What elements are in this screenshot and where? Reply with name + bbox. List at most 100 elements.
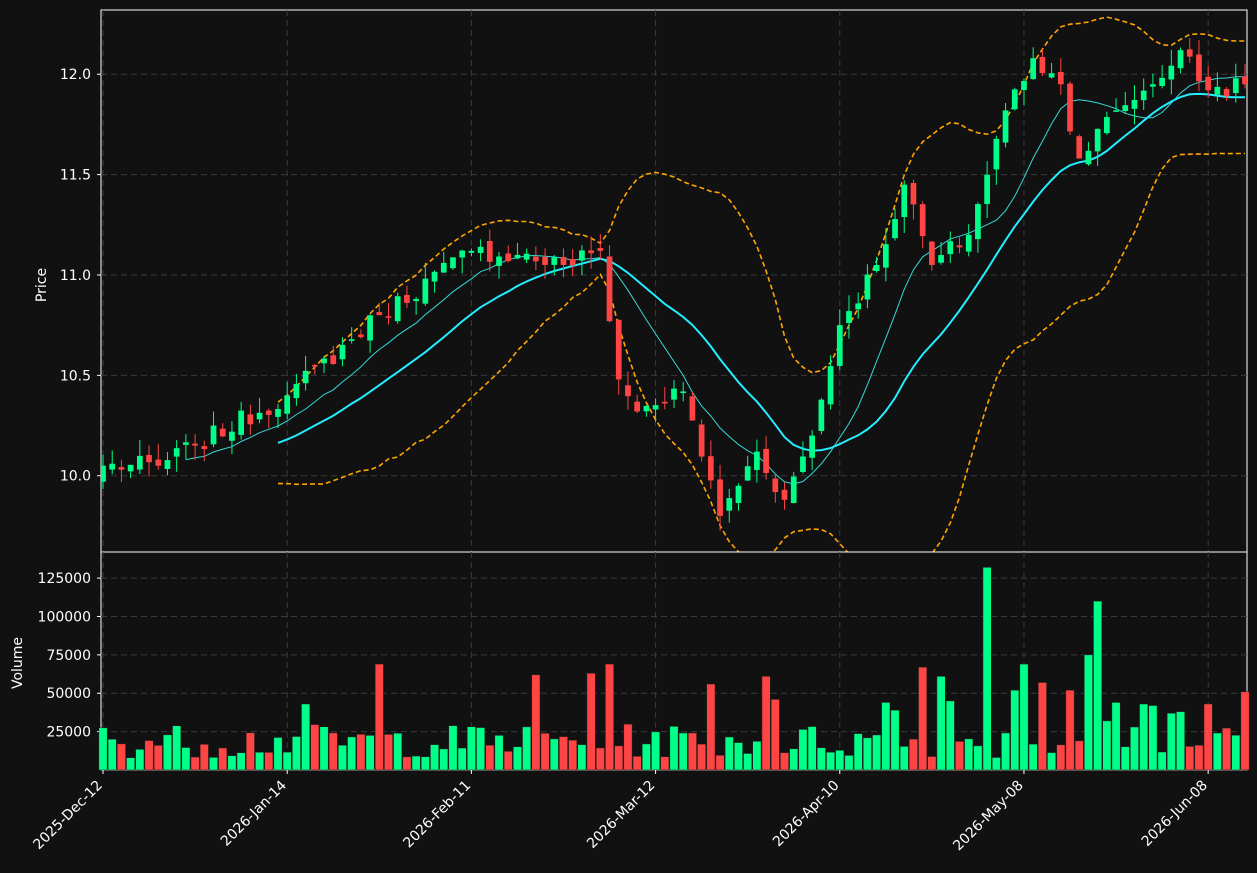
price-tick-label: 12.0 xyxy=(60,67,91,83)
candle-body xyxy=(1168,65,1175,80)
volume-bar xyxy=(190,756,200,771)
price-tick-label: 10.5 xyxy=(60,368,91,384)
candle-body xyxy=(422,278,429,304)
volume-bar xyxy=(384,734,393,771)
candle-body xyxy=(514,254,521,259)
volume-bar xyxy=(420,756,430,771)
candle-body xyxy=(1232,78,1239,94)
volume-bar xyxy=(651,731,660,771)
candle-body xyxy=(560,256,567,265)
candle-body xyxy=(1196,54,1202,82)
volume-bar xyxy=(1019,663,1029,771)
candle-body xyxy=(965,234,972,252)
candle-body xyxy=(929,241,935,265)
volume-bar xyxy=(872,734,882,771)
candle-body xyxy=(101,465,106,482)
volume-bar xyxy=(697,743,707,771)
candle-body xyxy=(210,425,217,445)
ma-long-line xyxy=(277,92,1245,452)
candle-body xyxy=(910,183,917,205)
x-tick-label: 2026-Apr-10 xyxy=(770,778,843,851)
candle-body xyxy=(625,385,631,397)
volume-bar xyxy=(1212,732,1222,771)
x-tick-label: 2026-May-08 xyxy=(950,778,1027,855)
volume-bar xyxy=(430,744,439,771)
candle-body xyxy=(809,435,816,458)
candle-body xyxy=(1039,56,1046,74)
candle-body xyxy=(136,455,143,470)
candle-body xyxy=(818,399,825,431)
volume-bar xyxy=(1203,703,1213,771)
candle-body xyxy=(744,466,751,481)
volume-bar xyxy=(853,733,863,771)
candle-body xyxy=(1186,49,1193,57)
volume-bar xyxy=(568,739,578,771)
candle-body xyxy=(450,257,456,269)
candle-body xyxy=(468,250,475,253)
candle-body xyxy=(882,244,889,268)
price-axis-label: Price xyxy=(34,268,50,302)
candle-body xyxy=(394,296,401,322)
volume-bar xyxy=(991,757,1001,771)
candle-body xyxy=(1140,90,1147,101)
candle-body xyxy=(892,219,898,239)
volume-bar xyxy=(522,726,532,771)
candle-body xyxy=(127,464,134,472)
candle-body xyxy=(956,245,963,248)
volume-bar xyxy=(218,747,228,771)
volume-bar xyxy=(163,734,172,771)
volume-bar xyxy=(844,755,854,771)
candle-body xyxy=(219,428,226,437)
candle-body xyxy=(772,478,779,493)
candle-body xyxy=(321,358,327,364)
volume-bar xyxy=(1084,654,1093,771)
candle-body xyxy=(1177,50,1184,69)
volume-bar xyxy=(761,676,771,771)
volume-bar xyxy=(770,699,780,771)
candle-body xyxy=(800,456,806,473)
candle-body xyxy=(118,467,125,470)
volume-bar xyxy=(724,736,734,771)
candle-body xyxy=(1002,110,1009,143)
candle-body xyxy=(836,325,843,366)
candle-body xyxy=(367,315,373,341)
candle-body xyxy=(1048,73,1055,78)
volume-bar xyxy=(752,741,762,771)
volume-bar xyxy=(927,756,937,771)
volume-bar xyxy=(623,723,633,771)
volume-bar xyxy=(135,749,145,771)
candle-body xyxy=(523,253,530,260)
volume-bar xyxy=(826,751,835,771)
volume-bar xyxy=(117,743,126,771)
candle-body xyxy=(173,448,180,457)
volume-bar xyxy=(789,748,799,771)
bollinger-upper-line xyxy=(277,16,1245,403)
volume-bar xyxy=(632,756,642,771)
candle-body xyxy=(330,355,337,365)
x-tick-label: 2026-Feb-11 xyxy=(400,778,474,852)
candle-body xyxy=(164,460,171,469)
volume-bar xyxy=(439,748,449,771)
candle-body xyxy=(938,255,944,263)
price-panel-frame xyxy=(100,9,1248,553)
candle-body xyxy=(265,410,272,415)
volume-bar xyxy=(678,732,688,771)
x-tick-label: 2025-Dec-12 xyxy=(30,778,105,853)
x-axis: 2025-Dec-12 2026-Jan-14 2026-Feb-11 2026-Ma… xyxy=(30,770,1211,854)
candle-body xyxy=(790,476,797,504)
volume-bar xyxy=(1148,705,1158,771)
candle-body xyxy=(726,498,733,511)
candle-body xyxy=(661,401,668,404)
volume-bar xyxy=(282,751,292,771)
price-panel: 10.0 10.5 11.0 11.5 12.0 xyxy=(60,9,1248,553)
candle-body xyxy=(505,253,512,262)
candle-body xyxy=(717,479,723,516)
candle-body xyxy=(486,241,493,262)
candle-body xyxy=(496,256,502,266)
volume-bar xyxy=(807,726,817,771)
volume-bar xyxy=(669,726,679,771)
candle-body xyxy=(569,259,576,266)
volume-bar xyxy=(374,663,384,771)
candle-body xyxy=(348,339,355,341)
volume-bar xyxy=(1240,691,1250,771)
